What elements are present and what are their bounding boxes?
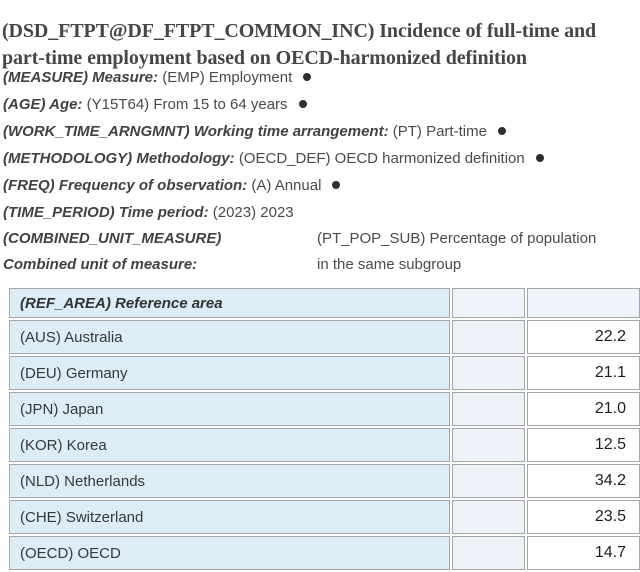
page-title: (DSD_FTPT@DF_FTPT_COMMON_INC) Incidence … — [2, 20, 597, 70]
empty-cell — [452, 464, 525, 498]
empty-header-cell — [527, 288, 640, 318]
reference-area-cell: (AUS) Australia — [9, 320, 450, 354]
table-row: (DEU) Germany 21.1 — [9, 356, 640, 390]
data-table: (REF_AREA) Reference area (AUS) Australi… — [7, 286, 640, 572]
filter-measure: (MEASURE) Measure: (EMP) Employment — [3, 64, 544, 91]
table-row: (NLD) Netherlands 34.2 — [9, 464, 640, 498]
value-cell: 23.5 — [527, 500, 640, 534]
reference-area-cell: (KOR) Korea — [9, 428, 450, 462]
filter-label: (TIME_PERIOD) Time period: — [3, 204, 209, 221]
value-cell: 34.2 — [527, 464, 640, 498]
selected-dot-icon — [332, 181, 341, 190]
value-cell: 14.7 — [527, 536, 640, 570]
combined-unit-value-line2: in the same subgroup — [317, 256, 462, 273]
filter-combined-unit-measure: (COMBINED_UNIT_MEASURE) Combined unit of… — [3, 226, 596, 278]
combined-unit-value: (PT_POP_SUB) Percentage of population in… — [317, 226, 596, 278]
empty-cell — [452, 356, 525, 390]
filter-age: (AGE) Age: (Y15T64) From 15 to 64 years — [3, 91, 544, 118]
selected-dot-icon — [298, 100, 307, 109]
combined-unit-label-line1: (COMBINED_UNIT_MEASURE) — [3, 230, 222, 247]
selected-dot-icon — [303, 73, 312, 82]
table-row: (JPN) Japan 21.0 — [9, 392, 640, 426]
empty-cell — [452, 428, 525, 462]
filter-value: (2023) 2023 — [212, 204, 294, 221]
selected-dot-icon — [497, 127, 506, 136]
filter-frequency: (FREQ) Frequency of observation: (A) Ann… — [3, 172, 544, 199]
empty-cell — [452, 500, 525, 534]
table-row: (KOR) Korea 12.5 — [9, 428, 640, 462]
combined-unit-label-line2: Combined unit of measure: — [3, 256, 198, 273]
reference-area-cell: (JPN) Japan — [9, 392, 450, 426]
filter-list: (MEASURE) Measure: (EMP) Employment (AGE… — [3, 64, 544, 226]
filter-label: (FREQ) Frequency of observation: — [3, 177, 248, 194]
combined-unit-value-line1: (PT_POP_SUB) Percentage of population — [317, 230, 597, 247]
reference-area-cell: (NLD) Netherlands — [9, 464, 450, 498]
table-row: (CHE) Switzerland 23.5 — [9, 500, 640, 534]
table-row: (AUS) Australia 22.2 — [9, 320, 640, 354]
filter-label: (MEASURE) Measure: — [3, 69, 159, 86]
reference-area-cell: (DEU) Germany — [9, 356, 450, 390]
filter-value: (A) Annual — [251, 177, 322, 194]
table-row: (OECD) OECD 14.7 — [9, 536, 640, 570]
empty-cell — [452, 536, 525, 570]
value-cell: 21.1 — [527, 356, 640, 390]
empty-cell — [452, 320, 525, 354]
filter-work-time-arrangement: (WORK_TIME_ARNGMNT) Working time arrange… — [3, 118, 544, 145]
table-header-row: (REF_AREA) Reference area — [9, 288, 640, 318]
value-cell: 12.5 — [527, 428, 640, 462]
column-header-reference-area: (REF_AREA) Reference area — [9, 288, 450, 318]
empty-cell — [452, 392, 525, 426]
combined-unit-label: (COMBINED_UNIT_MEASURE) Combined unit of… — [3, 226, 317, 278]
filter-label: (AGE) Age: — [3, 96, 83, 113]
filter-value: (PT) Part-time — [392, 123, 487, 140]
value-cell: 21.0 — [527, 392, 640, 426]
filter-value: (Y15T64) From 15 to 64 years — [86, 96, 288, 113]
filter-label: (METHODOLOGY) Methodology: — [3, 150, 235, 167]
filter-value: (OECD_DEF) OECD harmonized definition — [238, 150, 525, 167]
empty-header-cell — [452, 288, 525, 318]
filter-label: (WORK_TIME_ARNGMNT) Working time arrange… — [3, 123, 389, 140]
value-cell: 22.2 — [527, 320, 640, 354]
selected-dot-icon — [535, 154, 544, 163]
filter-time-period: (TIME_PERIOD) Time period: (2023) 2023 — [3, 199, 544, 226]
reference-area-cell: (OECD) OECD — [9, 536, 450, 570]
filter-value: (EMP) Employment — [162, 69, 293, 86]
filter-methodology: (METHODOLOGY) Methodology: (OECD_DEF) OE… — [3, 145, 544, 172]
reference-area-cell: (CHE) Switzerland — [9, 500, 450, 534]
